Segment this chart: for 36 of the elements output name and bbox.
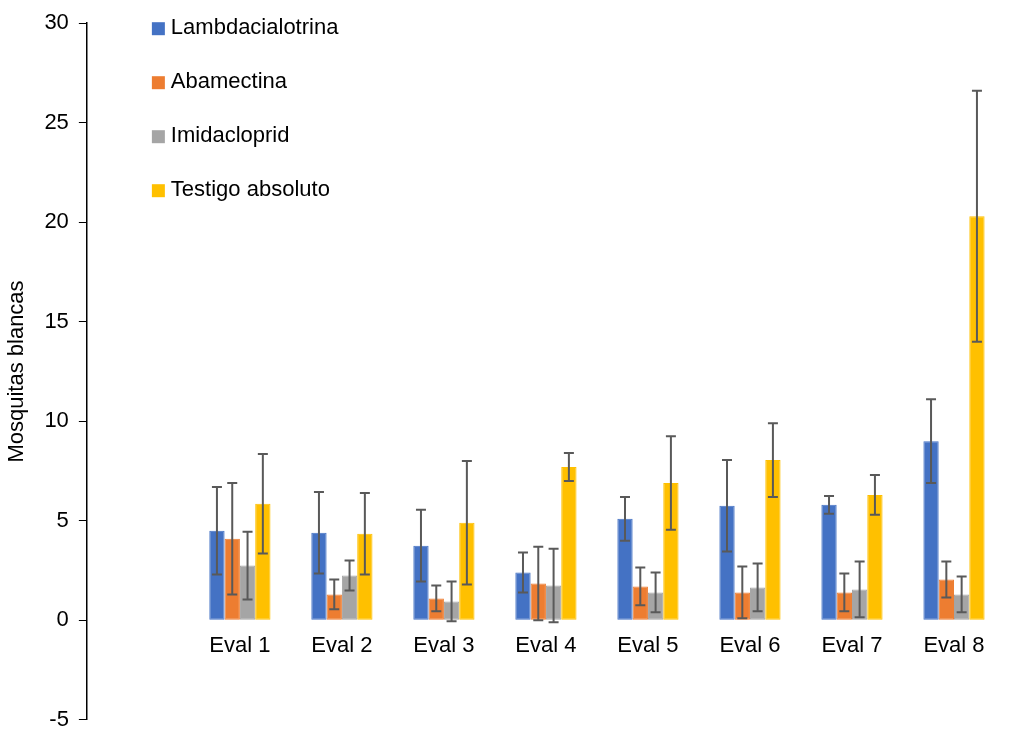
- legend-label: Abamectina: [170, 68, 288, 94]
- y-tick-label: 25: [44, 108, 69, 134]
- y-axis-title: Mosquitas blancas: [3, 280, 29, 463]
- y-tick-label: 20: [44, 208, 69, 234]
- bar: [357, 533, 373, 620]
- x-tick-label: Eval 2: [311, 631, 373, 657]
- bar: [969, 216, 985, 620]
- x-tick-label: Eval 1: [209, 631, 271, 657]
- bar: [561, 467, 577, 620]
- y-tick-label: 30: [44, 9, 69, 35]
- bar: [617, 518, 633, 620]
- x-tick-label: Eval 3: [413, 631, 475, 657]
- y-tick-label: 15: [44, 307, 69, 333]
- bar: [515, 572, 531, 620]
- bar: [255, 503, 271, 620]
- x-tick-label: Eval 4: [515, 631, 577, 657]
- legend-label: Lambdacialotrina: [170, 14, 340, 40]
- bar: [867, 494, 883, 620]
- y-tick-label: 10: [44, 407, 69, 433]
- bar: [765, 460, 781, 620]
- bar: [923, 441, 939, 620]
- y-tick-label: -5: [49, 705, 69, 731]
- bar: [209, 530, 225, 620]
- x-tick-label: Eval 6: [719, 631, 781, 657]
- bar: [413, 545, 429, 620]
- y-tick-label: 0: [56, 606, 69, 632]
- bar: [311, 532, 327, 620]
- legend-label: Testigo absoluto: [170, 176, 330, 202]
- bar: [719, 505, 735, 620]
- legend-label: Imidacloprid: [170, 122, 290, 148]
- bar: [821, 504, 837, 620]
- x-tick-label: Eval 8: [923, 631, 985, 657]
- x-tick-label: Eval 5: [617, 631, 679, 657]
- y-tick-label: 5: [56, 506, 69, 532]
- x-tick-label: Eval 7: [821, 631, 883, 657]
- bar: [663, 482, 679, 620]
